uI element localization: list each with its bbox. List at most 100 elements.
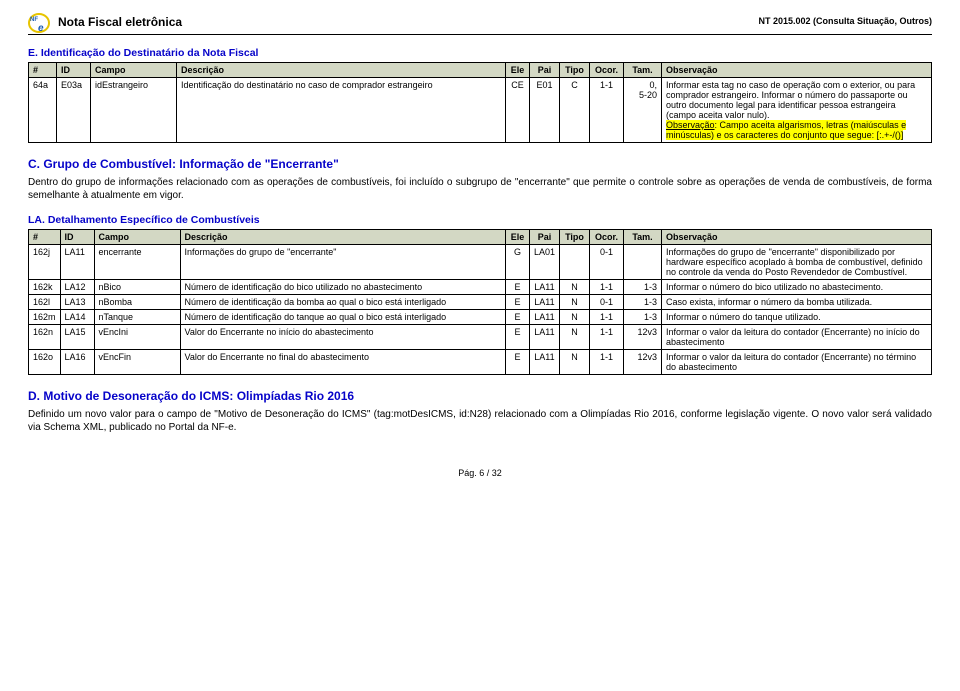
cell-pai: LA11 xyxy=(529,295,559,310)
col-campo: Campo xyxy=(94,230,180,245)
cell-campo: vEncIni xyxy=(94,325,180,350)
col-pai: Pai xyxy=(529,230,559,245)
cell-desc: Número de identificação do bico utilizad… xyxy=(180,280,505,295)
cell-ele: CE xyxy=(506,78,530,143)
table-la: # ID Campo Descrição Ele Pai Tipo Ocor. … xyxy=(28,229,932,375)
nfe-logo-icon: NF e xyxy=(28,12,52,32)
cell-tipo xyxy=(560,245,590,280)
col-pai: Pai xyxy=(530,63,560,78)
table-header-row: # ID Campo Descrição Ele Pai Tipo Ocor. … xyxy=(29,63,932,78)
header-left: NF e Nota Fiscal eletrônica xyxy=(28,12,182,32)
col-descricao: Descrição xyxy=(180,230,505,245)
cell-n: 162l xyxy=(29,295,61,310)
cell-id: LA12 xyxy=(60,280,94,295)
cell-n: 162m xyxy=(29,310,61,325)
cell-obs: Caso exista, informar o número da bomba … xyxy=(662,295,932,310)
cell-tipo: N xyxy=(560,295,590,310)
cell-tam: 12v3 xyxy=(624,325,662,350)
cell-tam: 12v3 xyxy=(624,350,662,375)
col-hash: # xyxy=(29,230,61,245)
cell-ele: E xyxy=(505,280,529,295)
cell-tipo: N xyxy=(560,325,590,350)
cell-campo: nBico xyxy=(94,280,180,295)
table-row: 162mLA14nTanqueNúmero de identificação d… xyxy=(29,310,932,325)
cell-desc: Valor do Encerrante no início do abastec… xyxy=(180,325,505,350)
col-ocor: Ocor. xyxy=(590,63,624,78)
cell-id: LA13 xyxy=(60,295,94,310)
cell-id: LA15 xyxy=(60,325,94,350)
cell-obs: Informar o número do tanque utilizado. xyxy=(662,310,932,325)
cell-campo: nBomba xyxy=(94,295,180,310)
cell-obs: Informar esta tag no caso de operação co… xyxy=(662,78,932,143)
svg-text:e: e xyxy=(38,23,44,34)
section-c-para: Dentro do grupo de informações relaciona… xyxy=(28,177,932,202)
obs-hl-label: Observação xyxy=(666,120,715,130)
cell-id: LA16 xyxy=(60,350,94,375)
table-e: # ID Campo Descrição Ele Pai Tipo Ocor. … xyxy=(28,62,932,143)
table-row: 162jLA11encerranteInformações do grupo d… xyxy=(29,245,932,280)
cell-tam: 0, 5-20 xyxy=(624,78,662,143)
obs-plain: Informar esta tag no caso de operação co… xyxy=(666,80,915,120)
obs-highlight: Observação: Campo aceita algarismos, let… xyxy=(666,120,906,140)
cell-n: 162n xyxy=(29,325,61,350)
col-tipo: Tipo xyxy=(560,63,590,78)
table-row: 162kLA12nBicoNúmero de identificação do … xyxy=(29,280,932,295)
cell-pai: LA11 xyxy=(529,325,559,350)
cell-obs: Informar o número do bico utilizado no a… xyxy=(662,280,932,295)
cell-ele: E xyxy=(505,325,529,350)
col-ele: Ele xyxy=(506,63,530,78)
cell-tam xyxy=(624,245,662,280)
cell-tam: 1-3 xyxy=(624,280,662,295)
cell-tipo: N xyxy=(560,350,590,375)
cell-id: E03a xyxy=(57,78,91,143)
col-tipo: Tipo xyxy=(560,230,590,245)
col-hash: # xyxy=(29,63,57,78)
col-id: ID xyxy=(57,63,91,78)
cell-pai: LA11 xyxy=(529,350,559,375)
col-tam: Tam. xyxy=(624,230,662,245)
cell-ele: E xyxy=(505,295,529,310)
cell-tipo: N xyxy=(560,310,590,325)
cell-id: LA11 xyxy=(60,245,94,280)
cell-desc: Informações do grupo de "encerrante" xyxy=(180,245,505,280)
col-id: ID xyxy=(60,230,94,245)
cell-pai: LA11 xyxy=(529,310,559,325)
table-header-row: # ID Campo Descrição Ele Pai Tipo Ocor. … xyxy=(29,230,932,245)
cell-desc: Número de identificação da bomba ao qual… xyxy=(180,295,505,310)
doc-code: NT 2015.002 (Consulta Situação, Outros) xyxy=(758,16,932,26)
cell-obs: Informar o valor da leitura do contador … xyxy=(662,325,932,350)
cell-desc: Número de identificação do tanque ao qua… xyxy=(180,310,505,325)
cell-campo: encerrante xyxy=(94,245,180,280)
cell-obs: Informar o valor da leitura do contador … xyxy=(662,350,932,375)
cell-ocor: 1-1 xyxy=(590,78,624,143)
col-campo: Campo xyxy=(91,63,177,78)
cell-pai: LA11 xyxy=(529,280,559,295)
cell-desc: Identificação do destinatário no caso de… xyxy=(177,78,506,143)
cell-obs: Informações do grupo de "encerrante" dis… xyxy=(662,245,932,280)
col-obs: Observação xyxy=(662,230,932,245)
cell-ele: E xyxy=(505,350,529,375)
cell-desc: Valor do Encerrante no final do abasteci… xyxy=(180,350,505,375)
cell-ele: E xyxy=(505,310,529,325)
section-d-para: Definido um novo valor para o campo de "… xyxy=(28,409,932,434)
cell-ocor: 1-1 xyxy=(590,325,624,350)
table-row: 64a E03a idEstrangeiro Identificação do … xyxy=(29,78,932,143)
col-ocor: Ocor. xyxy=(590,230,624,245)
page-header: NF e Nota Fiscal eletrônica NT 2015.002 … xyxy=(28,12,932,35)
col-ele: Ele xyxy=(505,230,529,245)
cell-ocor: 0-1 xyxy=(590,295,624,310)
table-row: 162nLA15vEncIniValor do Encerrante no in… xyxy=(29,325,932,350)
cell-ocor: 1-1 xyxy=(590,310,624,325)
cell-ocor: 0-1 xyxy=(590,245,624,280)
cell-ocor: 1-1 xyxy=(590,350,624,375)
cell-ele: G xyxy=(505,245,529,280)
cell-n: 162o xyxy=(29,350,61,375)
cell-pai: E01 xyxy=(530,78,560,143)
table-row: 162lLA13nBombaNúmero de identificação da… xyxy=(29,295,932,310)
col-descricao: Descrição xyxy=(177,63,506,78)
cell-n: 162j xyxy=(29,245,61,280)
cell-pai: LA01 xyxy=(529,245,559,280)
cell-n: 64a xyxy=(29,78,57,143)
cell-tipo: N xyxy=(560,280,590,295)
cell-campo: vEncFin xyxy=(94,350,180,375)
